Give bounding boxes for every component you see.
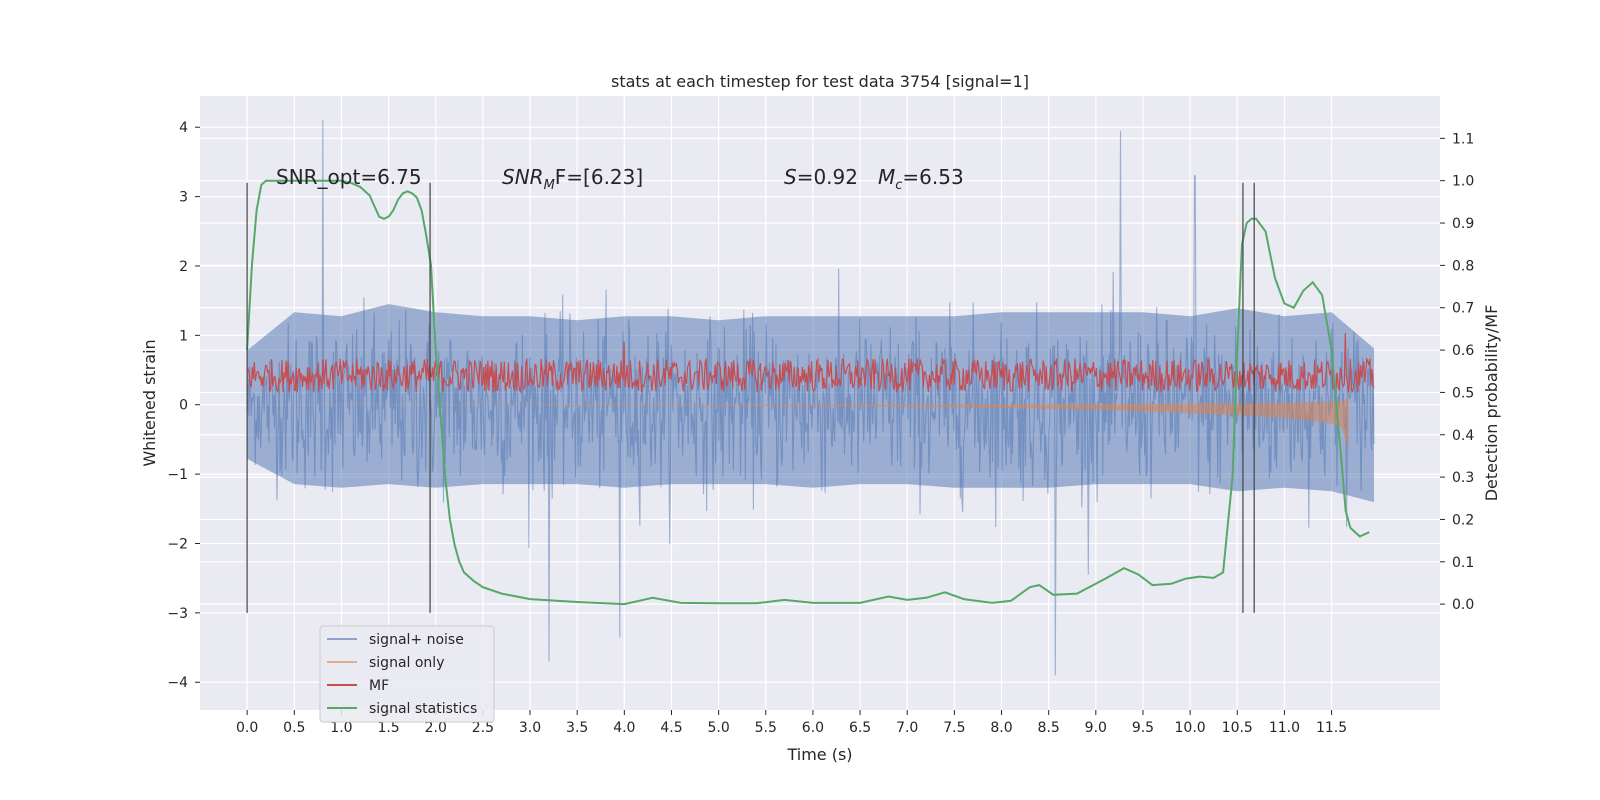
mc-symbol: M [878, 165, 895, 189]
x-tick-label-6: 3.0 [519, 720, 541, 736]
x-tick-label-15: 7.5 [943, 720, 965, 736]
y-left-tick-label-5: 1 [179, 328, 188, 344]
x-axis-label: Time (s) [786, 745, 852, 764]
y-left-axis-ticks: −4 −3 −2 −1 0 1 2 3 4 [167, 120, 200, 691]
series-signal-noise-band [247, 304, 1375, 503]
y-left-tick-label-7: 3 [179, 190, 188, 206]
x-tick-label-23: 11.5 [1316, 720, 1347, 736]
x-tick-label-4: 2.0 [425, 720, 447, 736]
x-tick-label-22: 11.0 [1269, 720, 1300, 736]
y-right-tick-label-8: 0.8 [1452, 258, 1474, 274]
x-tick-label-1: 0.5 [283, 720, 305, 736]
x-tick-label-9: 4.5 [660, 720, 682, 736]
x-tick-label-5: 2.5 [472, 720, 494, 736]
y-right-axis-ticks: 0.0 0.1 0.2 0.3 0.4 0.5 0.6 0.7 0.8 0.9 1.0 1.1 [1440, 131, 1474, 613]
y-left-tick-label-2: −2 [167, 536, 188, 552]
y-right-tick-label-5: 0.5 [1452, 385, 1474, 401]
legend-label-mf: MF [369, 678, 389, 694]
y-left-tick-label-1: −3 [167, 606, 188, 622]
s-annotation: S=0.92 [784, 165, 858, 189]
y-right-tick-label-0: 0.0 [1452, 597, 1474, 613]
series-mf-line [246, 333, 1375, 394]
series-signal-statistics-line [246, 179, 1370, 606]
snr-mf-sub: M [544, 178, 555, 193]
y-left-axis-label: Whitened strain [140, 339, 159, 466]
x-tick-label-7: 3.5 [566, 720, 588, 736]
x-tick-label-19: 9.5 [1132, 720, 1154, 736]
x-tick-label-10: 5.0 [707, 720, 729, 736]
legend-label-signal-only: signal only [369, 655, 444, 671]
legend-label-signal-statistics: signal statistics [369, 701, 477, 717]
x-axis-ticks: 0.0 0.5 1.0 1.5 2.0 2.5 3.0 3.5 4.0 4.5 5.0 5.5 6.0 6… [236, 710, 1347, 736]
snr-mf-prefix: SNR [502, 165, 544, 189]
y-right-tick-label-4: 0.4 [1452, 428, 1474, 444]
chart-marks [246, 120, 1375, 676]
mc-sub: c [895, 178, 902, 193]
vertical-markers [246, 182, 1255, 613]
x-tick-label-16: 8.0 [990, 720, 1012, 736]
y-left-tick-label-6: 2 [179, 259, 188, 275]
x-tick-label-2: 1.0 [330, 720, 352, 736]
x-tick-label-0: 0.0 [236, 720, 258, 736]
snr-mf-annotation: SNRMF=[6.23] [502, 165, 643, 193]
y-right-axis-label: Detection probability/MF [1482, 305, 1501, 502]
s-value: =0.92 [797, 165, 858, 189]
x-tick-label-17: 8.5 [1038, 720, 1060, 736]
legend: signal+ noise signal only MF signal stat… [319, 625, 495, 723]
y-left-tick-label-4: 0 [179, 398, 188, 414]
s-symbol: S [784, 165, 797, 189]
y-right-tick-label-11: 1.1 [1452, 131, 1474, 147]
snr-opt-annotation: SNR_opt=6.75 [276, 165, 422, 189]
y-right-tick-label-7: 0.7 [1452, 301, 1474, 317]
x-tick-label-18: 9.0 [1085, 720, 1107, 736]
legend-label-signal-noise: signal+ noise [369, 632, 464, 648]
y-right-tick-label-1: 0.1 [1452, 555, 1474, 571]
x-tick-label-3: 1.5 [377, 720, 399, 736]
mc-value: =6.53 [902, 165, 963, 189]
y-right-tick-label-9: 0.9 [1452, 216, 1474, 232]
snr-mf-suffix: F=[6.23] [555, 165, 643, 189]
chart-title: stats at each timestep for test data 375… [611, 72, 1029, 91]
x-tick-label-20: 10.0 [1175, 720, 1206, 736]
x-tick-label-12: 6.0 [802, 720, 824, 736]
y-left-tick-label-3: −1 [167, 467, 188, 483]
y-right-tick-label-6: 0.6 [1452, 343, 1474, 359]
y-right-tick-label-2: 0.2 [1452, 512, 1474, 528]
x-tick-label-21: 10.5 [1222, 720, 1253, 736]
y-right-tick-label-10: 1.0 [1452, 174, 1474, 190]
y-left-tick-label-0: −4 [167, 675, 188, 691]
x-tick-label-14: 7.0 [896, 720, 918, 736]
legend-box [319, 625, 495, 723]
x-tick-label-11: 5.5 [755, 720, 777, 736]
y-left-tick-label-8: 4 [179, 120, 188, 136]
y-right-tick-label-3: 0.3 [1452, 470, 1474, 486]
x-tick-label-13: 6.5 [849, 720, 871, 736]
x-tick-label-8: 4.0 [613, 720, 635, 736]
mc-annotation: Mc=6.53 [878, 165, 964, 193]
